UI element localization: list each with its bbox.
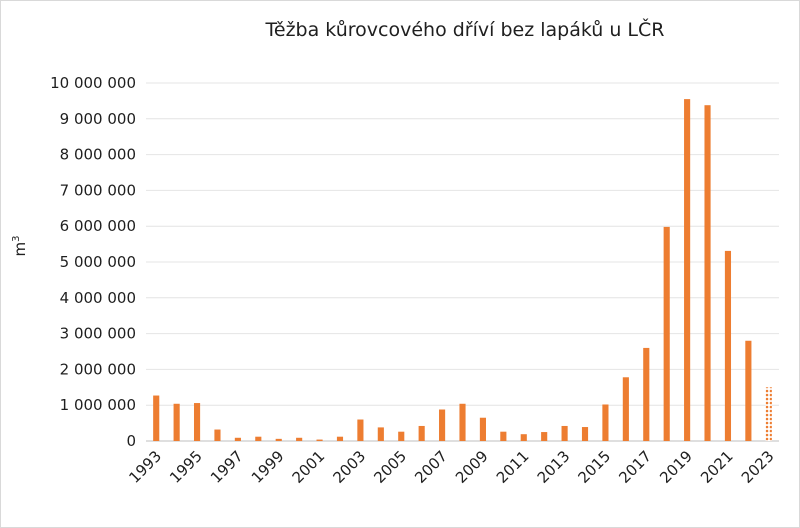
bar [377,427,384,441]
y-tick-label: 0 [126,432,136,450]
bar [214,429,221,441]
bar [684,99,691,442]
bar [275,438,282,441]
x-tick-label: 2015 [575,447,615,487]
bar [255,436,262,441]
bar [622,377,629,441]
y-tick-label: 1 000 000 [60,396,136,414]
x-tick-label: 2013 [534,447,574,487]
bar [173,403,180,441]
bar [316,439,323,441]
bar [479,417,486,441]
bar [541,432,548,441]
x-axis-ticks: 1993 1995 1997 1999 2001 2003 2005 2007 2009 2011… [125,447,777,487]
bar [153,395,160,441]
y-tick-label: 3 000 000 [60,325,136,343]
x-tick-label: 2001 [289,447,329,487]
bar [500,431,507,441]
y-tick-label: 7 000 000 [60,181,136,199]
x-tick-label: 2009 [452,447,492,487]
bar [663,226,670,441]
bar [724,250,732,441]
bar [704,105,711,441]
x-tick-label: 1995 [166,447,206,487]
y-tick-label: 8 000 000 [60,146,136,164]
x-tick-label: 2019 [656,447,696,487]
y-tick-label: 10 000 000 [50,74,136,92]
x-tick-label: 2021 [697,447,737,487]
x-tick-label: 2023 [738,447,778,487]
x-tick-label: 2007 [411,447,451,487]
bar [602,404,609,441]
bar [234,437,241,441]
x-tick-label: 2003 [330,447,370,487]
x-tick-label: 2017 [615,447,655,487]
y-tick-label: 6 000 000 [60,217,136,235]
bar [459,403,466,441]
bar [296,437,303,441]
bar [643,347,650,441]
bar-estimate [765,387,772,441]
x-tick-label: 1997 [207,447,247,487]
y-axis-ticks: 0 1 000 000 2 000 000 3 000 000 4 000 000 5 0… [50,74,136,450]
y-tick-label: 5 000 000 [60,253,136,271]
bar [439,409,446,441]
x-tick-label: 2011 [493,447,533,487]
bar [357,419,364,441]
bar [193,403,201,441]
bar [745,340,752,441]
y-tick-label: 2 000 000 [60,360,136,378]
bar [418,425,425,441]
bar [520,434,527,441]
x-tick-label: 1999 [248,447,288,487]
chart-title: Těžba kůrovcového dříví bez lapáků u LČR [265,19,665,41]
bars [153,99,772,442]
y-tick-label: 9 000 000 [60,110,136,128]
x-tick-label: 2005 [370,447,410,487]
x-tick-label: 1993 [125,447,165,487]
y-tick-label: 4 000 000 [60,289,136,307]
bar [398,431,405,441]
bar [336,436,344,441]
bar [561,425,568,441]
bar [581,427,589,441]
